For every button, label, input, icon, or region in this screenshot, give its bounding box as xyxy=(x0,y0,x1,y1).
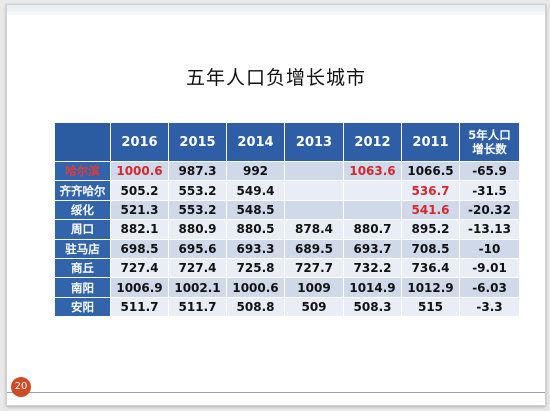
value-cell: 727.7 xyxy=(284,257,344,279)
value-cell: 880.9 xyxy=(168,219,227,240)
value-cell: 992 xyxy=(226,160,285,182)
value-cell: 508.8 xyxy=(226,296,285,318)
table-row: 商丘 727.4 727.4 725.8 727.7 732.2 736.4 -… xyxy=(54,257,520,279)
value-cell: 1000.6 xyxy=(110,160,169,182)
slide-top-band xyxy=(7,5,545,15)
header-growth-line2: 增长数 xyxy=(472,142,507,156)
value-cell: 549.4 xyxy=(226,180,285,201)
table-row: 哈尔滨 1000.6 987.3 992 1063.6 1066.5 -65.9 xyxy=(54,160,520,182)
header-corner-cell xyxy=(54,122,111,162)
value-cell: 541.6 xyxy=(401,199,460,221)
growth-cell: -6.03 xyxy=(459,277,520,298)
city-cell: 驻马店 xyxy=(54,238,111,259)
value-cell: 1066.5 xyxy=(401,160,460,182)
value-cell: 880.7 xyxy=(343,219,402,240)
city-cell: 安阳 xyxy=(54,296,111,318)
value-cell: 536.7 xyxy=(401,180,460,201)
table-row: 齐齐哈尔 505.2 553.2 549.4 536.7 -31.5 xyxy=(54,180,520,201)
value-cell: 708.5 xyxy=(401,238,460,259)
city-cell: 齐齐哈尔 xyxy=(54,180,111,201)
value-cell: 1006.9 xyxy=(110,277,169,298)
value-cell: 1012.9 xyxy=(401,277,460,298)
value-cell: 509 xyxy=(284,296,344,318)
value-cell: 521.3 xyxy=(110,199,169,221)
value-cell xyxy=(343,180,402,201)
growth-cell: -13.13 xyxy=(459,219,520,240)
growth-cell: -31.5 xyxy=(459,180,520,201)
value-cell xyxy=(343,199,402,221)
value-cell: 727.4 xyxy=(110,257,169,279)
header-2015: 2015 xyxy=(168,122,227,162)
table-row: 南阳 1006.9 1002.1 1000.6 1009 1014.9 1012… xyxy=(54,277,520,298)
value-cell: 736.4 xyxy=(401,257,460,279)
value-cell: 882.1 xyxy=(110,219,169,240)
value-cell: 689.5 xyxy=(284,238,344,259)
header-2014: 2014 xyxy=(226,122,285,162)
value-cell: 725.8 xyxy=(226,257,285,279)
table-row: 周口 882.1 880.9 880.5 878.4 880.7 895.2 -… xyxy=(54,219,520,240)
table-row: 绥化 521.3 553.2 548.5 541.6 -20.32 xyxy=(54,199,520,221)
growth-cell: -3.3 xyxy=(459,296,520,318)
value-cell: 553.2 xyxy=(168,199,227,221)
value-cell: 1000.6 xyxy=(226,277,285,298)
city-cell: 南阳 xyxy=(54,277,111,298)
slide: 五年人口负增长城市 2016 2015 2014 2013 2012 2011 … xyxy=(6,4,546,406)
value-cell: 508.3 xyxy=(343,296,402,318)
value-cell: 511.7 xyxy=(168,296,227,318)
value-cell: 693.7 xyxy=(343,238,402,259)
header-2011: 2011 xyxy=(401,122,460,162)
value-cell: 727.4 xyxy=(168,257,227,279)
population-table: 2016 2015 2014 2013 2012 2011 5年人口 增长数 哈… xyxy=(54,122,520,318)
value-cell: 698.5 xyxy=(110,238,169,259)
growth-cell: -20.32 xyxy=(459,199,520,221)
table-header-row: 2016 2015 2014 2013 2012 2011 5年人口 增长数 xyxy=(54,122,520,162)
value-cell: 1014.9 xyxy=(343,277,402,298)
header-2012: 2012 xyxy=(343,122,402,162)
value-cell: 1009 xyxy=(284,277,344,298)
value-cell: 878.4 xyxy=(284,219,344,240)
value-cell xyxy=(284,160,344,182)
city-cell: 哈尔滨 xyxy=(54,160,111,182)
growth-cell: -65.9 xyxy=(459,160,520,182)
header-growth-line1: 5年人口 xyxy=(468,128,511,142)
table-row: 驻马店 698.5 695.6 693.3 689.5 693.7 708.5 … xyxy=(54,238,520,259)
slide-title: 五年人口负增长城市 xyxy=(185,67,366,89)
value-cell: 895.2 xyxy=(401,219,460,240)
value-cell: 505.2 xyxy=(110,180,169,201)
city-cell: 商丘 xyxy=(54,257,111,279)
table-row: 安阳 511.7 511.7 508.8 509 508.3 515 -3.3 xyxy=(54,296,520,318)
value-cell xyxy=(284,199,344,221)
value-cell: 548.5 xyxy=(226,199,285,221)
value-cell: 511.7 xyxy=(110,296,169,318)
header-2016: 2016 xyxy=(110,122,169,162)
growth-cell: -10 xyxy=(459,238,520,259)
value-cell: 693.3 xyxy=(226,238,285,259)
value-cell: 515 xyxy=(401,296,460,318)
value-cell: 1063.6 xyxy=(343,160,402,182)
header-2013: 2013 xyxy=(284,122,344,162)
value-cell: 880.5 xyxy=(226,219,285,240)
value-cell: 732.2 xyxy=(343,257,402,279)
value-cell: 553.2 xyxy=(168,180,227,201)
value-cell: 1002.1 xyxy=(168,277,227,298)
value-cell: 987.3 xyxy=(168,160,227,182)
city-cell: 周口 xyxy=(54,219,111,240)
value-cell: 695.6 xyxy=(168,238,227,259)
growth-cell: -9.01 xyxy=(459,257,520,279)
value-cell xyxy=(284,180,344,201)
header-growth: 5年人口 增长数 xyxy=(459,122,520,162)
city-cell: 绥化 xyxy=(54,199,111,221)
page-number-badge: 20 xyxy=(11,377,31,397)
slide-bottom-rule xyxy=(7,392,545,393)
